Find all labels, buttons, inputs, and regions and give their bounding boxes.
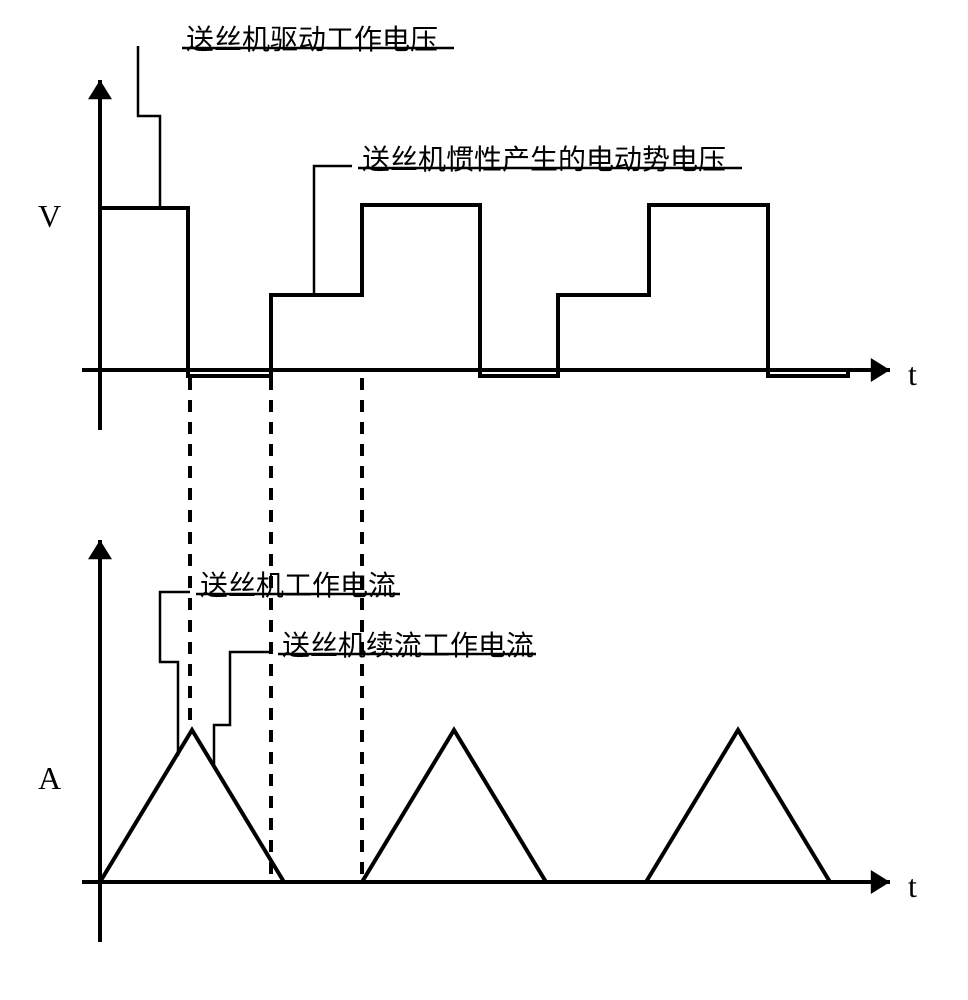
diagram-container: 送丝机驱动工作电压 送丝机惯性产生的电动势电压 送丝机工作电流 送丝机续流工作电… [0,0,968,1000]
diagram-svg [0,0,968,1000]
